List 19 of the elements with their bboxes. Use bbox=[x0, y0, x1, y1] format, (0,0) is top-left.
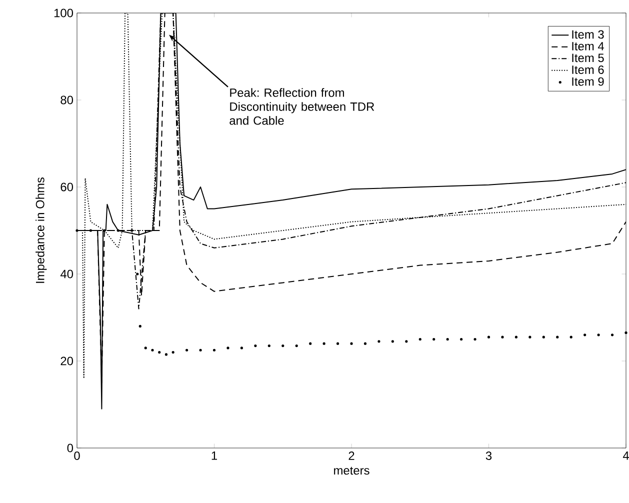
annotation: Peak: Reflection from Discontinuity between TDR and Cable bbox=[230, 88, 374, 125]
y-axis-title: Impedance in Ohms bbox=[36, 177, 47, 283]
legend-label: Item 6 bbox=[572, 65, 604, 74]
legend-label: Item 9 bbox=[572, 77, 604, 86]
x-tick-label: 0 bbox=[74, 452, 80, 460]
legend-label: Item 3 bbox=[572, 30, 604, 39]
x-tick-label: 3 bbox=[486, 452, 492, 460]
y-tick-label: 60 bbox=[60, 182, 74, 192]
y-tick-label: 40 bbox=[60, 270, 74, 278]
y-tick-label: 100 bbox=[54, 8, 74, 18]
x-tick-label: 1 bbox=[212, 452, 217, 460]
y-tick-label: 0 bbox=[67, 444, 74, 452]
x-tick-label: 4 bbox=[622, 452, 629, 460]
legend-label: Item 4 bbox=[572, 42, 604, 50]
y-tick-label: 20 bbox=[60, 356, 74, 366]
x-axis-title: meters bbox=[334, 466, 370, 475]
x-tick-label: 2 bbox=[348, 452, 354, 460]
legend-label: Item 5 bbox=[572, 54, 604, 62]
y-tick-label: 80 bbox=[60, 96, 74, 104]
